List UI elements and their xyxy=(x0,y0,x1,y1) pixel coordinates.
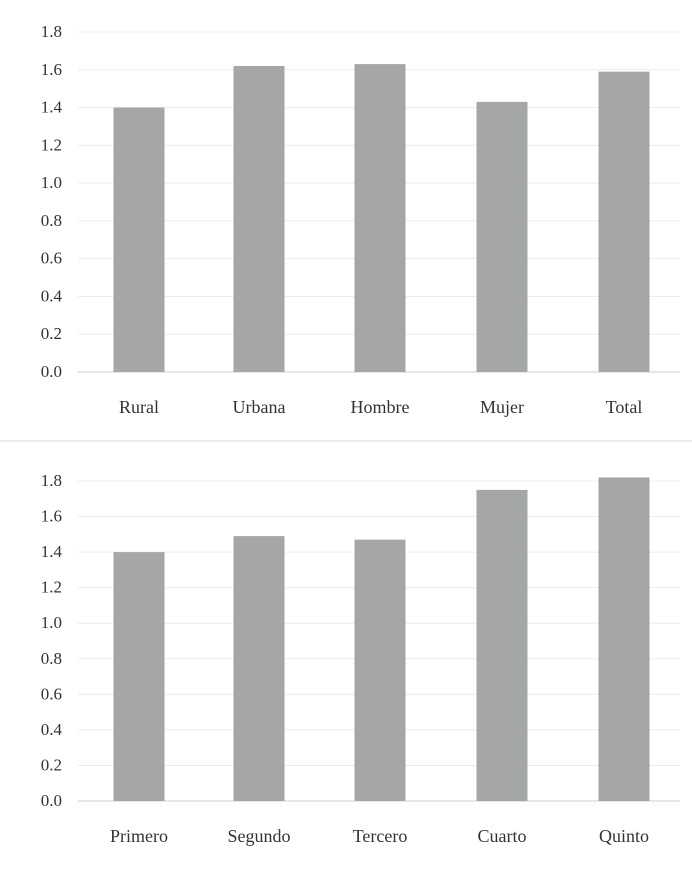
x-tick-label: Segundo xyxy=(228,826,291,846)
x-tick-label: Total xyxy=(606,397,643,417)
chart-divider xyxy=(0,440,692,442)
y-tick-label: 0.6 xyxy=(41,249,62,268)
bar-tercero xyxy=(354,539,406,801)
y-tick-label: 0.2 xyxy=(41,755,62,774)
bar-quinto xyxy=(598,477,650,801)
y-tick-label: 1.0 xyxy=(41,173,62,192)
chart-panel-top: 0.0 0.2 0.4 0.6 0.8 1.0 1.2 1.4 1.6 1.8 Rural Urban… xyxy=(41,22,680,417)
y-tick-label: 0.4 xyxy=(41,286,63,305)
bar-cuarto xyxy=(476,489,528,801)
y-tick-label: 1.6 xyxy=(41,60,62,79)
x-tick-label: Hombre xyxy=(351,397,410,417)
y-tick-label: 0.8 xyxy=(41,211,62,230)
chart-panel-bottom: 0.0 0.2 0.4 0.6 0.8 1.0 1.2 1.4 1.6 1.8 Primero Seg… xyxy=(0,440,692,872)
y-tick-label: 0.0 xyxy=(41,791,62,810)
y-tick-label: 1.2 xyxy=(41,135,62,154)
y-tick-label: 1.8 xyxy=(41,471,62,490)
y-tick-label: 1.8 xyxy=(41,22,62,41)
x-tick-label: Primero xyxy=(110,826,168,846)
bar-primero xyxy=(113,552,165,801)
x-tick-label: Quinto xyxy=(599,826,649,846)
y-tick-label: 1.4 xyxy=(41,98,63,117)
y-tick-label: 1.2 xyxy=(41,578,62,597)
x-tick-label: Tercero xyxy=(353,826,408,846)
y-tick-label: 0.0 xyxy=(41,362,62,381)
y-tick-label: 0.4 xyxy=(41,720,63,739)
bar-chart-bottom: 0.0 0.2 0.4 0.6 0.8 1.0 1.2 1.4 1.6 1.8 Primero Seg… xyxy=(41,471,680,846)
bar-urbana xyxy=(233,66,285,372)
bar-chart-top: 0.0 0.2 0.4 0.6 0.8 1.0 1.2 1.4 1.6 1.8 Rural Urban… xyxy=(41,22,680,417)
bar-segundo xyxy=(233,536,285,801)
y-tick-label: 0.6 xyxy=(41,684,62,703)
y-tick-label: 1.4 xyxy=(41,542,63,561)
x-tick-label: Rural xyxy=(119,397,159,417)
y-tick-label: 1.0 xyxy=(41,613,62,632)
x-tick-label: Urbana xyxy=(233,397,286,417)
x-tick-label: Mujer xyxy=(480,397,524,417)
bar-hombre xyxy=(354,64,406,372)
y-tick-label: 1.6 xyxy=(41,507,62,526)
bar-rural xyxy=(113,107,165,373)
bar-mujer xyxy=(476,101,528,372)
x-tick-label: Cuarto xyxy=(478,826,527,846)
y-tick-label: 0.8 xyxy=(41,649,62,668)
bar-total xyxy=(598,71,650,373)
y-tick-label: 0.2 xyxy=(41,324,62,343)
